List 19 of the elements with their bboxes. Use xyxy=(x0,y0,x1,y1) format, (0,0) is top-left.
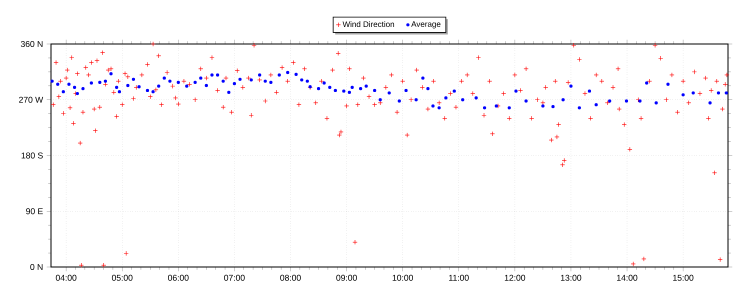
x-tick-label: 11:00 xyxy=(449,274,469,281)
y-tick-label: 0 N xyxy=(30,264,42,270)
y-tick-label: 180 S xyxy=(22,152,43,159)
x-tick-label: 05:00 xyxy=(112,274,133,281)
x-tick-label: 10:00 xyxy=(392,274,413,281)
x-tick-label: 15:00 xyxy=(673,274,694,281)
x-tick-label: 14:00 xyxy=(617,274,638,281)
y-tick-label: 90 E xyxy=(26,208,43,214)
x-tick-label: 07:00 xyxy=(224,274,245,281)
x-tick-label: 12:00 xyxy=(504,274,526,281)
y-tick-label: 360 N xyxy=(20,41,42,48)
x-tick-label: 13:00 xyxy=(560,274,582,281)
x-tick-label: 06:00 xyxy=(168,274,189,281)
x-tick-label: 09:00 xyxy=(336,274,357,281)
x-tick-label: 04:00 xyxy=(56,274,76,281)
y-tick-label: 270 W xyxy=(19,96,44,103)
legend-label: Wind Direction xyxy=(342,21,394,28)
legend-label: Average xyxy=(411,21,440,28)
x-tick-label: 08:00 xyxy=(280,274,301,281)
